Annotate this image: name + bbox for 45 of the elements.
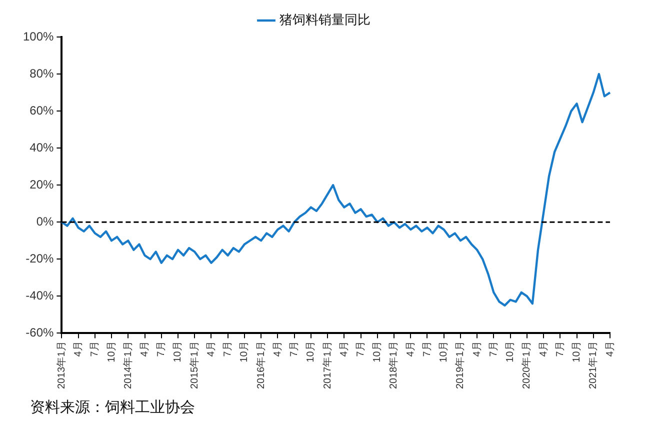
x-tick-label: 2014年1月 xyxy=(122,341,134,390)
x-tick-label: 2013年1月 xyxy=(55,341,68,390)
x-tick-label: 4月 xyxy=(140,341,151,357)
x-tick-label: 10月 xyxy=(505,341,516,362)
y-tick-label: 100% xyxy=(22,29,54,44)
y-tick-label: 20% xyxy=(30,177,54,192)
x-tick-label: 7月 xyxy=(289,341,300,357)
y-tick-label: -40% xyxy=(26,288,54,302)
x-tick-label: 7月 xyxy=(156,341,168,357)
x-tick-label: 7月 xyxy=(488,341,500,357)
x-tick-label: 10月 xyxy=(106,341,118,362)
y-tick-label: -60% xyxy=(26,326,54,340)
x-tick-label: 10月 xyxy=(239,341,250,362)
x-tick-label: 4月 xyxy=(206,341,217,357)
x-tick-label: 4月 xyxy=(405,341,416,357)
x-tick-label: 7月 xyxy=(222,341,234,357)
x-tick-label: 4月 xyxy=(272,341,284,357)
y-tick-label: 60% xyxy=(30,103,54,118)
x-tick-label: 10月 xyxy=(306,341,317,362)
x-tick-label: 10月 xyxy=(438,341,450,362)
x-tick-label: 4月 xyxy=(604,341,616,357)
x-tick-label: 7月 xyxy=(554,341,566,357)
x-tick-label: 2020年1月 xyxy=(520,341,533,390)
x-tick-label: 7月 xyxy=(422,341,433,357)
x-tick-label: 2017年1月 xyxy=(321,341,334,390)
x-tick-label: 10月 xyxy=(372,341,384,362)
x-tick-label: 10月 xyxy=(172,341,184,362)
y-tick-label: -20% xyxy=(26,251,54,266)
y-tick-label: 0% xyxy=(36,214,54,228)
x-tick-label: 2021年1月 xyxy=(587,341,600,390)
x-tick-label: 4月 xyxy=(338,341,350,357)
x-tick-label: 4月 xyxy=(538,341,550,357)
x-tick-label: 7月 xyxy=(90,341,101,357)
legend-label: 猪饲料销量同比 xyxy=(279,12,370,28)
x-tick-label: 7月 xyxy=(356,341,367,357)
x-tick-label: 10月 xyxy=(572,341,583,362)
y-tick-label: 80% xyxy=(30,66,54,80)
x-tick-label: 4月 xyxy=(472,341,483,357)
x-tick-label: 2018年1月 xyxy=(388,341,400,390)
x-tick-label: 4月 xyxy=(73,341,84,357)
x-tick-label: 2015年1月 xyxy=(188,341,200,390)
y-tick-label: 40% xyxy=(30,140,54,154)
x-tick-label: 2019年1月 xyxy=(454,341,466,390)
x-tick-label: 2016年1月 xyxy=(254,341,267,390)
text: 资料来源：饲料工业协会 xyxy=(30,398,195,417)
